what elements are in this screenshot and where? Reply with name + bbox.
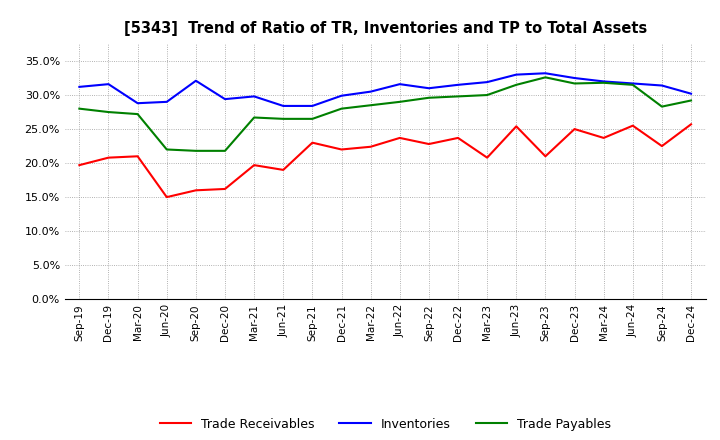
- Inventories: [483, 80, 492, 85]
- Trade Receivables: [657, 143, 666, 149]
- Inventories: [512, 72, 521, 77]
- Inventories: [570, 75, 579, 81]
- Trade Receivables: [687, 122, 696, 127]
- Trade Receivables: [425, 141, 433, 147]
- Inventories: [220, 96, 229, 102]
- Inventories: [629, 81, 637, 86]
- Line: Inventories: Inventories: [79, 73, 691, 106]
- Inventories: [657, 83, 666, 88]
- Inventories: [366, 89, 375, 94]
- Trade Receivables: [366, 144, 375, 150]
- Trade Payables: [629, 82, 637, 88]
- Trade Payables: [454, 94, 462, 99]
- Inventories: [75, 84, 84, 89]
- Trade Receivables: [104, 155, 113, 160]
- Trade Payables: [104, 110, 113, 115]
- Inventories: [192, 78, 200, 84]
- Trade Receivables: [395, 135, 404, 140]
- Title: [5343]  Trend of Ratio of TR, Inventories and TP to Total Assets: [5343] Trend of Ratio of TR, Inventories…: [124, 21, 647, 36]
- Trade Payables: [541, 75, 550, 80]
- Trade Payables: [687, 98, 696, 103]
- Trade Receivables: [220, 186, 229, 191]
- Inventories: [599, 79, 608, 84]
- Trade Payables: [483, 92, 492, 98]
- Line: Trade Receivables: Trade Receivables: [79, 125, 691, 197]
- Trade Receivables: [75, 162, 84, 168]
- Trade Receivables: [250, 162, 258, 168]
- Trade Payables: [75, 106, 84, 111]
- Trade Payables: [220, 148, 229, 154]
- Trade Receivables: [512, 124, 521, 129]
- Trade Receivables: [133, 154, 142, 159]
- Trade Payables: [570, 81, 579, 86]
- Trade Receivables: [192, 188, 200, 193]
- Inventories: [104, 81, 113, 87]
- Legend: Trade Receivables, Inventories, Trade Payables: Trade Receivables, Inventories, Trade Pa…: [155, 413, 616, 436]
- Line: Trade Payables: Trade Payables: [79, 77, 691, 151]
- Trade Receivables: [629, 123, 637, 128]
- Inventories: [541, 71, 550, 76]
- Trade Payables: [133, 111, 142, 117]
- Inventories: [250, 94, 258, 99]
- Trade Payables: [308, 116, 317, 121]
- Trade Receivables: [483, 155, 492, 160]
- Trade Receivables: [163, 194, 171, 200]
- Trade Receivables: [308, 140, 317, 145]
- Inventories: [395, 81, 404, 87]
- Inventories: [425, 86, 433, 91]
- Inventories: [337, 93, 346, 99]
- Trade Payables: [512, 82, 521, 88]
- Trade Payables: [279, 116, 287, 121]
- Trade Payables: [337, 106, 346, 111]
- Inventories: [279, 103, 287, 109]
- Trade Receivables: [454, 135, 462, 140]
- Trade Payables: [366, 103, 375, 108]
- Trade Receivables: [337, 147, 346, 152]
- Trade Receivables: [599, 135, 608, 140]
- Trade Payables: [192, 148, 200, 154]
- Trade Payables: [599, 80, 608, 85]
- Trade Payables: [657, 104, 666, 109]
- Inventories: [308, 103, 317, 109]
- Trade Payables: [395, 99, 404, 104]
- Trade Receivables: [541, 154, 550, 159]
- Inventories: [687, 91, 696, 96]
- Inventories: [454, 82, 462, 88]
- Trade Payables: [250, 115, 258, 120]
- Trade Receivables: [570, 126, 579, 132]
- Trade Payables: [163, 147, 171, 152]
- Inventories: [163, 99, 171, 104]
- Trade Receivables: [279, 167, 287, 172]
- Inventories: [133, 101, 142, 106]
- Trade Payables: [425, 95, 433, 100]
